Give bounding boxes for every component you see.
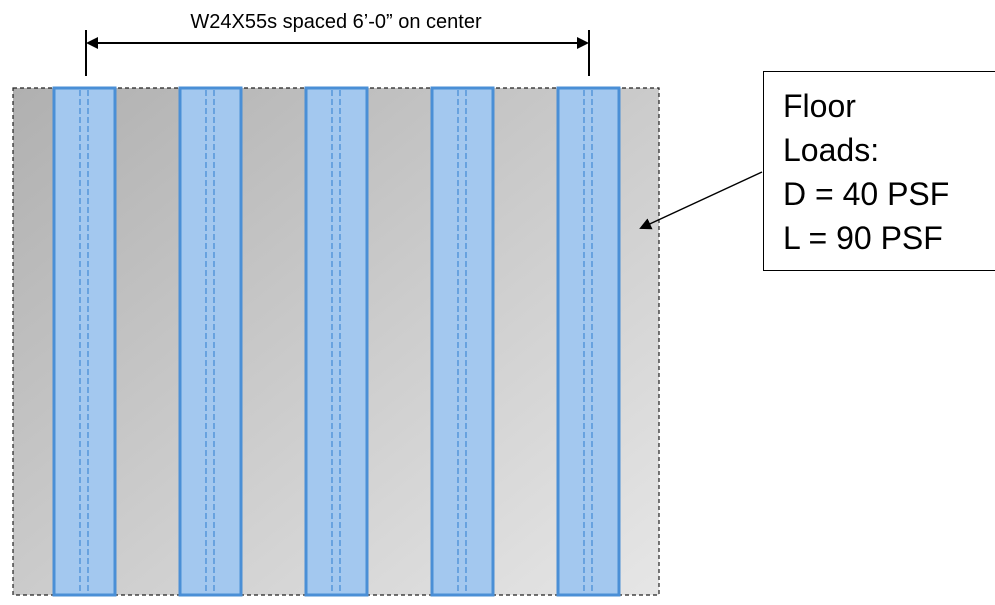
beams-group	[52, 86, 621, 597]
beam-flange	[430, 86, 495, 597]
beam-flange	[304, 86, 369, 597]
beam-flange	[178, 86, 243, 597]
beam-1	[52, 86, 117, 597]
spacing-dimension: W24X55s spaced 6’-0” on center	[85, 11, 590, 76]
load-line-2: Loads:	[783, 132, 880, 168]
beam-4	[430, 86, 495, 597]
live-load-value: L = 90 PSF	[783, 220, 943, 256]
floor-loads-box: Floor Loads: D = 40 PSF L = 90 PSF	[763, 71, 995, 271]
beam-3	[304, 86, 369, 597]
dead-load-value: D = 40 PSF	[783, 176, 950, 212]
load-line-1: Floor	[783, 88, 856, 124]
beam-2	[178, 86, 243, 597]
beam-5	[556, 86, 621, 597]
load-leader-arrow	[639, 171, 763, 230]
dimension-label: W24X55s spaced 6’-0” on center	[190, 11, 482, 33]
beam-flange	[52, 86, 117, 597]
beam-flange	[556, 86, 621, 597]
